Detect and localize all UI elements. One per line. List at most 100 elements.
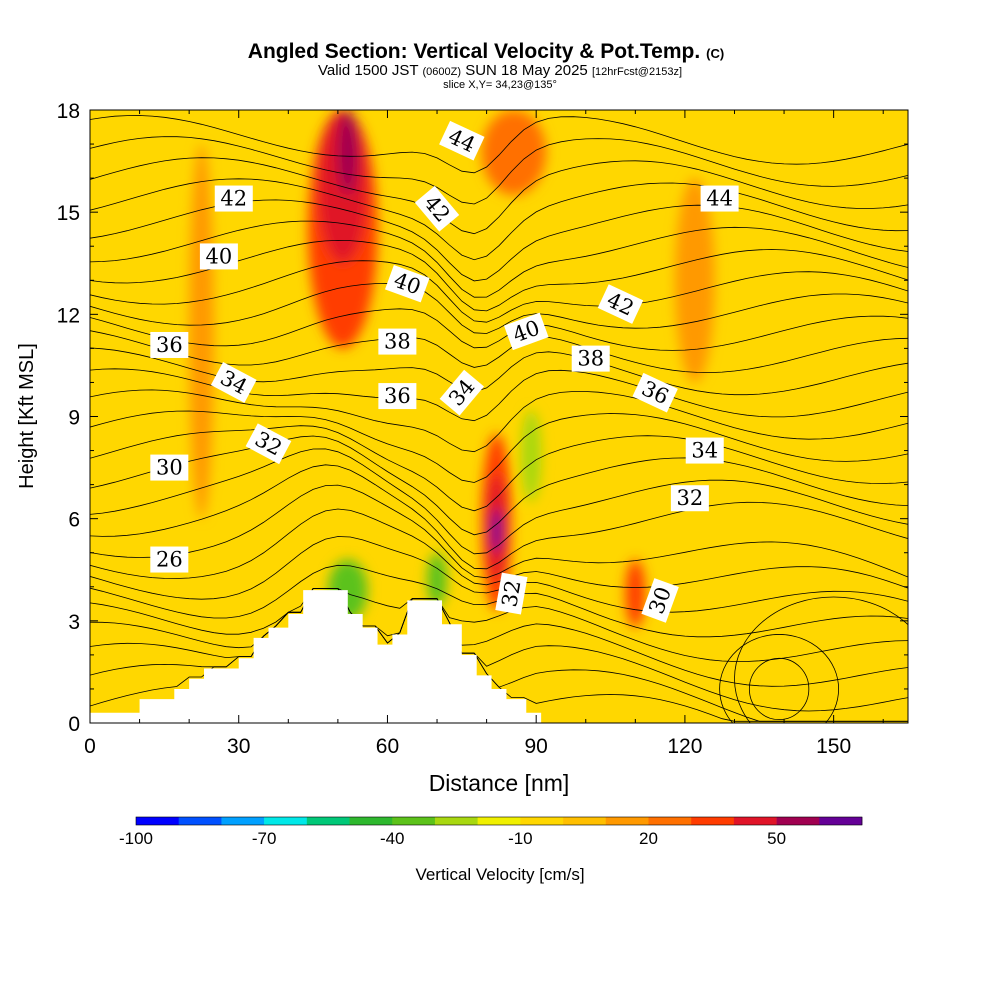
isotherm-line-3 xyxy=(90,588,908,687)
isotherm-line-12 xyxy=(90,425,908,512)
isotherm-ring-1 xyxy=(719,634,839,723)
x-tick-label: 0 xyxy=(84,735,96,758)
isotherm-line-4 xyxy=(90,588,908,662)
isotherm-label-15: 38 xyxy=(571,345,610,372)
isotherm-label-6: 42 xyxy=(214,185,253,212)
isotherm-label-text: 36 xyxy=(384,384,411,408)
x-tick-label: 60 xyxy=(376,735,399,758)
isotherm-label-8: 38 xyxy=(378,328,417,355)
velocity-cell-10 xyxy=(521,409,542,502)
colorbar-swatch xyxy=(178,817,222,825)
colorbar-swatch xyxy=(776,817,820,825)
terrain xyxy=(90,590,542,723)
isotherm-label-19: 32 xyxy=(670,485,709,512)
isotherm-ring-2 xyxy=(734,596,908,723)
isotherm-line-11 xyxy=(90,435,908,536)
colorbar-swatch xyxy=(306,817,350,825)
isotherm-label-18: 34 xyxy=(685,437,724,464)
isotherm-label-4: 36 xyxy=(150,331,189,358)
colorbar-tick-label: -70 xyxy=(252,829,277,848)
isotherm-label-1: 30 xyxy=(150,454,189,481)
x-tick-label: 30 xyxy=(227,735,250,758)
isotherm-label-5: 40 xyxy=(199,243,238,270)
isotherm-label-text: 34 xyxy=(691,439,718,463)
colorbar-swatch xyxy=(691,817,735,825)
velocity-cell-6 xyxy=(625,559,646,628)
colorbar: -100 -70 -40 -10 20 50 xyxy=(119,816,863,848)
colorbar-swatch xyxy=(264,817,308,825)
isotherm-label-text: 38 xyxy=(577,347,604,371)
isotherm-label-0: 26 xyxy=(150,546,189,573)
isotherm-line-13 xyxy=(90,410,908,483)
colorbar-swatch xyxy=(605,817,649,825)
isotherm-line-9 xyxy=(90,464,908,570)
y-tick-label: 15 xyxy=(57,202,80,225)
isotherm-line-7 xyxy=(90,508,908,589)
x-axis-label: Distance [nm] xyxy=(429,770,570,796)
y-tick-label: 9 xyxy=(68,407,80,430)
isotherm-label-text: 26 xyxy=(156,548,183,572)
isotherm-label-21: 44 xyxy=(700,185,739,212)
velocity-cell-5 xyxy=(491,508,502,553)
colorbar-swatch xyxy=(733,817,777,825)
colorbar-swatch xyxy=(136,817,180,825)
isotherm-line-26 xyxy=(90,136,908,205)
isotherm-line-20 xyxy=(90,260,908,323)
isotherm-line-27 xyxy=(90,115,908,174)
isotherm-line-2 xyxy=(90,588,908,712)
y-tick-label: 6 xyxy=(68,509,80,532)
chart-slice-label: slice X,Y= 34,23@135° xyxy=(443,79,557,91)
colorbar-swatch xyxy=(349,817,393,825)
isotherm-label-text: 36 xyxy=(156,333,183,357)
isotherm-line-10 xyxy=(90,448,908,555)
colorbar-tick-label: 20 xyxy=(639,829,658,848)
velocity-cell-9 xyxy=(427,552,447,608)
colorbar-tick-label: -10 xyxy=(508,829,533,848)
y-tick-label: 0 xyxy=(68,713,80,736)
isotherm-label-text: 42 xyxy=(220,187,247,211)
isotherm-line-22 xyxy=(90,220,908,298)
colorbar-swatch xyxy=(648,817,692,825)
velocity-cell-7 xyxy=(481,110,547,196)
colorbar-tick-label: 50 xyxy=(767,829,786,848)
isotherm-line-8 xyxy=(90,484,908,579)
isotherm-label-14: 32 xyxy=(495,572,528,615)
y-tick-label: 3 xyxy=(68,611,80,634)
isotherm-line-18 xyxy=(90,308,908,351)
isotherm-line-1 xyxy=(90,588,908,722)
colorbar-label: Vertical Velocity [cm/s] xyxy=(415,865,584,884)
colorbar-swatch xyxy=(221,817,265,825)
colorbar-tick-label: -40 xyxy=(380,829,405,848)
y-tick-label: 18 xyxy=(57,100,80,123)
velocity-cell-2 xyxy=(337,110,358,196)
colorbar-tick-label: -100 xyxy=(119,829,153,848)
colorbar-swatch xyxy=(392,817,436,825)
isotherm-ring-0 xyxy=(748,657,810,720)
x-tick-label: 90 xyxy=(525,735,548,758)
isotherm-label-7: 36 xyxy=(378,383,417,410)
x-tick-label: 120 xyxy=(667,735,702,758)
colorbar-swatch xyxy=(520,817,564,825)
isotherm-label-text: 30 xyxy=(156,456,183,480)
isotherm-label-text: 32 xyxy=(497,578,525,608)
chart-subtitle: Valid 1500 JST (0600Z) SUN 18 May 2025 [… xyxy=(318,62,682,79)
velocity-field xyxy=(189,110,715,628)
x-axis: 0 30 60 90 120 150 xyxy=(84,110,884,758)
plot-area: 2630323436404236384042443440323842363432… xyxy=(90,110,908,723)
isotherm-line-25 xyxy=(90,157,908,235)
isotherm-line-14 xyxy=(90,389,908,453)
isotherm-label-text: 40 xyxy=(206,244,233,268)
isotherm-line-24 xyxy=(90,178,908,261)
isotherm-line-19 xyxy=(90,282,908,334)
isotherm-label-text: 32 xyxy=(676,486,703,510)
colorbar-swatch xyxy=(477,817,521,825)
y-axis-label: Height [Kft MSL] xyxy=(16,343,38,489)
colorbar-swatch xyxy=(434,817,478,825)
chart-title: Angled Section: Vertical Velocity & Pot.… xyxy=(248,40,724,63)
isotherm-label-text: 38 xyxy=(384,330,411,354)
colorbar-swatch xyxy=(819,817,863,825)
colorbar-swatch xyxy=(563,817,607,825)
isotherm-label-text: 44 xyxy=(706,187,733,211)
